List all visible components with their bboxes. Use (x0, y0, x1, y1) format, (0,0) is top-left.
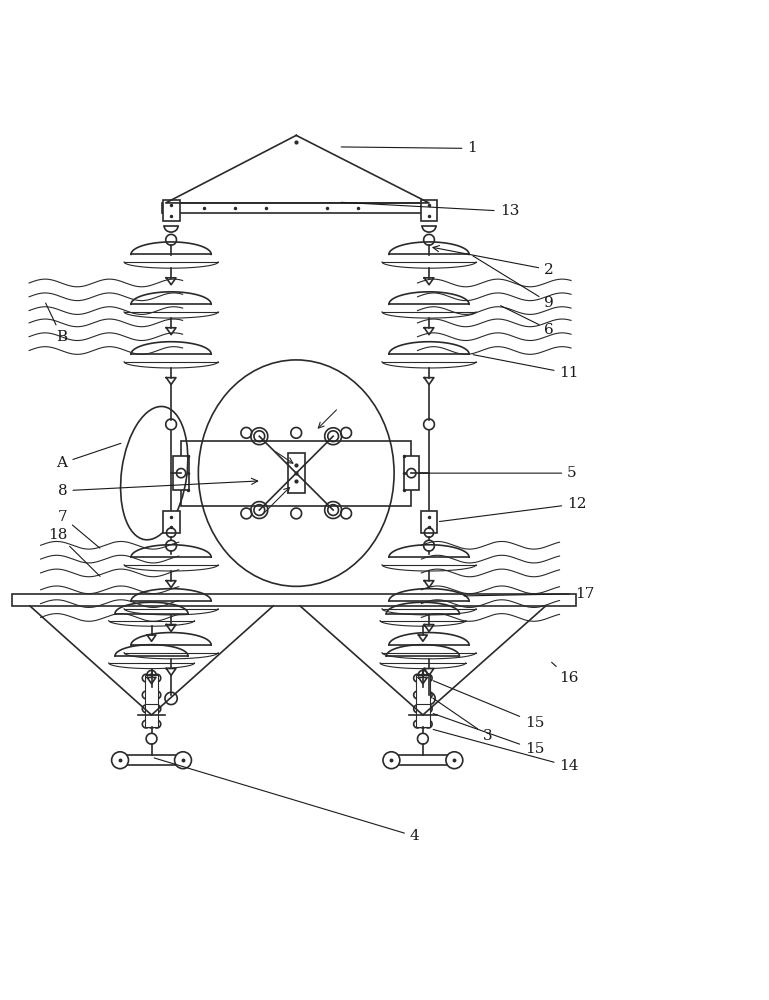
FancyBboxPatch shape (416, 704, 430, 727)
FancyBboxPatch shape (391, 755, 454, 765)
FancyBboxPatch shape (173, 456, 188, 490)
Text: 6: 6 (501, 306, 554, 337)
Ellipse shape (446, 752, 463, 769)
Text: 5: 5 (418, 466, 577, 480)
Text: 2: 2 (433, 246, 554, 277)
Text: 11: 11 (473, 355, 579, 380)
FancyBboxPatch shape (181, 441, 411, 506)
Text: 15: 15 (433, 714, 544, 756)
Text: 14: 14 (433, 729, 579, 773)
Text: 9: 9 (473, 256, 554, 310)
FancyBboxPatch shape (145, 675, 158, 707)
Text: 1: 1 (341, 141, 477, 155)
FancyBboxPatch shape (163, 200, 179, 221)
Ellipse shape (175, 752, 191, 769)
Ellipse shape (383, 752, 400, 769)
FancyBboxPatch shape (120, 755, 183, 765)
Text: 15: 15 (433, 681, 544, 730)
Text: 12: 12 (439, 497, 587, 522)
Text: 18: 18 (48, 528, 100, 576)
FancyBboxPatch shape (288, 453, 305, 493)
Text: 13: 13 (341, 202, 519, 218)
Text: B: B (45, 303, 68, 344)
Text: 16: 16 (551, 662, 579, 685)
FancyBboxPatch shape (416, 675, 430, 707)
Text: 7: 7 (58, 510, 100, 548)
FancyBboxPatch shape (163, 511, 179, 533)
Text: 4: 4 (155, 758, 420, 843)
FancyBboxPatch shape (145, 704, 158, 727)
FancyBboxPatch shape (421, 511, 438, 533)
FancyBboxPatch shape (421, 200, 438, 221)
Text: 17: 17 (464, 587, 594, 601)
Ellipse shape (112, 752, 128, 769)
FancyBboxPatch shape (12, 594, 577, 606)
FancyBboxPatch shape (404, 456, 419, 490)
Text: 3: 3 (433, 698, 492, 743)
Text: A: A (56, 443, 121, 470)
Text: 8: 8 (58, 478, 258, 498)
FancyBboxPatch shape (162, 203, 433, 213)
